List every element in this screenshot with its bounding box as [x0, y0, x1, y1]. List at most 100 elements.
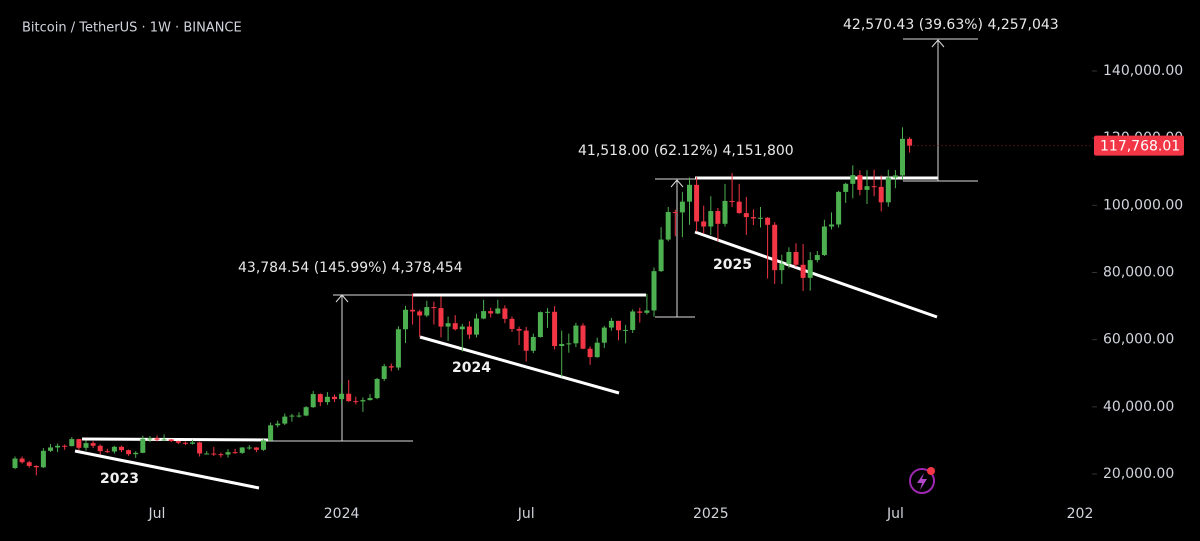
candle — [566, 333, 572, 353]
arrow-head — [670, 179, 684, 188]
candle — [708, 196, 714, 235]
candle — [665, 207, 671, 242]
candle-body — [750, 217, 756, 219]
candle-body — [268, 425, 274, 441]
candle-body — [474, 318, 479, 335]
candle-body — [168, 439, 174, 442]
candle-body — [246, 447, 252, 449]
candle — [211, 446, 217, 456]
candle-body — [530, 336, 536, 351]
candle — [843, 182, 849, 203]
candle — [474, 313, 479, 338]
candle-body — [708, 211, 714, 227]
year-label: 2024 — [452, 360, 491, 376]
candle — [126, 449, 132, 456]
candle-body — [516, 328, 522, 331]
candle-body — [821, 226, 827, 256]
alert-icon[interactable] — [909, 467, 935, 494]
candle — [33, 465, 39, 476]
x-tick-label: Jul — [148, 506, 166, 522]
candle — [687, 177, 692, 225]
candle-body — [807, 260, 813, 278]
candle-body — [459, 326, 465, 330]
candle-body — [850, 175, 856, 184]
candle-body — [488, 311, 494, 314]
candle-body — [282, 416, 288, 424]
candle — [793, 243, 799, 268]
candle — [885, 169, 891, 207]
candle — [637, 307, 643, 323]
candle — [147, 436, 153, 443]
candle — [651, 267, 657, 317]
candle-body — [616, 320, 621, 331]
candle-body — [119, 446, 124, 451]
candle-body — [885, 177, 891, 203]
candle — [701, 205, 707, 234]
candle — [69, 437, 75, 447]
candle-body — [736, 201, 742, 214]
candle — [410, 293, 416, 325]
candle — [452, 315, 458, 331]
candle — [459, 323, 465, 352]
candle-body — [161, 439, 167, 441]
candle — [190, 439, 195, 445]
chart-title: Bitcoin / TetherUS · 1W · BINANCE — [22, 21, 242, 36]
candle-body — [317, 394, 323, 403]
candle — [516, 326, 522, 346]
candle-body — [836, 191, 842, 225]
candle — [694, 177, 700, 232]
candle — [445, 316, 451, 342]
candle — [772, 222, 778, 284]
candle — [403, 305, 408, 344]
candle — [431, 301, 437, 325]
candle — [324, 392, 330, 405]
candle-body — [232, 452, 238, 454]
candle — [630, 309, 636, 333]
candle — [26, 460, 32, 468]
candle-body — [573, 325, 579, 344]
candle-body — [694, 184, 700, 222]
trend-line — [694, 230, 938, 319]
candle — [786, 247, 792, 269]
candle-body — [758, 217, 763, 219]
candle — [353, 396, 359, 405]
x-tick-label: Jul — [517, 506, 535, 522]
candle-body — [672, 212, 678, 214]
candle — [502, 305, 508, 324]
candle-body — [481, 311, 487, 319]
candle — [814, 251, 820, 263]
candle-body — [90, 443, 96, 446]
candle-body — [381, 366, 387, 379]
candle-body — [296, 415, 302, 417]
candle — [765, 217, 771, 279]
candle — [481, 299, 487, 320]
candle — [40, 448, 46, 468]
candle-body — [275, 423, 281, 426]
candle — [175, 440, 181, 445]
candle-body — [253, 447, 259, 450]
candle-body — [537, 312, 543, 337]
candle — [48, 444, 53, 452]
candle — [275, 420, 281, 428]
candle-body — [346, 393, 352, 402]
candle — [246, 445, 252, 450]
candle — [218, 452, 224, 458]
candle — [722, 183, 728, 227]
candle-body — [104, 451, 110, 453]
candle-body — [147, 438, 153, 440]
candle-body — [261, 440, 266, 450]
candle-body — [97, 445, 103, 452]
candle — [580, 323, 586, 350]
candle-body — [19, 458, 25, 463]
x-tick-label: 2025 — [693, 506, 729, 522]
drawings — [74, 38, 978, 490]
candle — [62, 444, 68, 450]
candle — [367, 394, 373, 401]
candle — [750, 209, 756, 226]
candle — [332, 394, 337, 403]
candle — [282, 413, 288, 425]
candle — [119, 445, 124, 453]
candle-body — [339, 393, 345, 400]
